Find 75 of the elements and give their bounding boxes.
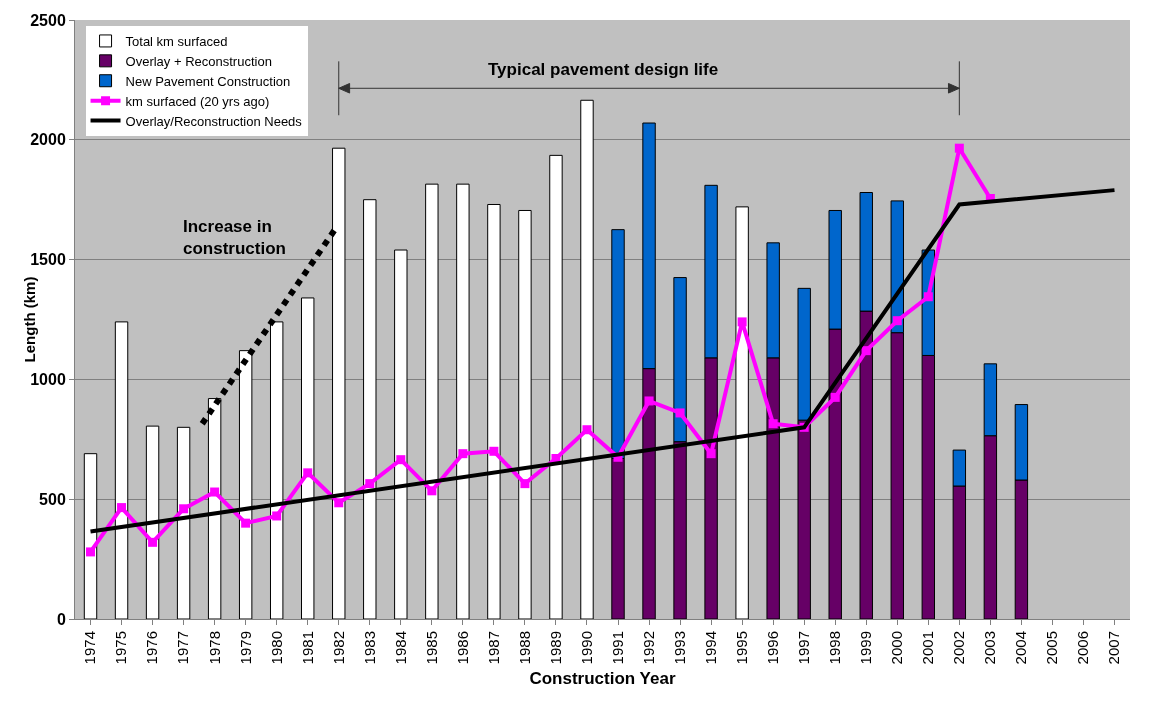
point: [86, 547, 96, 557]
point: [148, 537, 158, 547]
point: [241, 518, 251, 528]
x-tick-label: 1975: [112, 631, 130, 665]
x-tick-label: 1987: [484, 631, 502, 665]
annotation: Increase in construction: [183, 217, 286, 259]
point: [334, 498, 344, 508]
point: [892, 316, 902, 326]
y-tick-label: 2500: [30, 11, 66, 29]
point: [582, 425, 592, 435]
point: [923, 292, 933, 302]
point: [489, 446, 499, 456]
x-tick-label: 1974: [81, 631, 99, 665]
y-tick-label: 2000: [30, 131, 66, 149]
x-tick-label: 1980: [267, 631, 285, 665]
legend-label: New Pavement Construction: [125, 73, 291, 89]
x-tick-label: 1996: [764, 631, 782, 665]
x-tick-label: 1999: [857, 631, 875, 665]
x-tick-label: 1977: [174, 631, 192, 665]
point: [458, 449, 468, 459]
point: [861, 346, 871, 356]
annotation: Typical pavement design life: [488, 60, 719, 79]
x-tick-label: 1978: [205, 631, 223, 665]
x-tick-label: 2007: [1105, 631, 1123, 665]
point: [644, 396, 654, 406]
x-axis-title: Construction Year: [529, 668, 676, 688]
x-tick-label: 1981: [298, 631, 316, 665]
x-tick-label: 1994: [701, 631, 719, 665]
x-tick-label: 1979: [236, 631, 254, 665]
x-tick-label: 2003: [981, 631, 999, 665]
point: [365, 479, 375, 489]
point: [675, 408, 685, 418]
point: [768, 419, 778, 429]
x-tick-label: 1988: [515, 631, 533, 665]
y-tick-label: 1500: [30, 251, 66, 269]
y-tick-label: 0: [56, 610, 66, 628]
x-tick-label: 1990: [577, 631, 595, 665]
y-tick-label: 1000: [30, 371, 66, 388]
legend-label: Overlay/Reconstruction Needs: [125, 113, 303, 129]
x-tick-label: 1993: [670, 631, 688, 665]
x-tick-label: 1984: [391, 631, 409, 665]
point: [210, 487, 220, 497]
point: [954, 143, 964, 153]
point: [520, 479, 530, 489]
legend-label: Overlay + Reconstruction: [125, 53, 272, 69]
x-tick-label: 2001: [919, 631, 937, 665]
x-tick-label: 1997: [795, 631, 813, 665]
point: [396, 455, 406, 465]
x-tick-label: 2002: [950, 631, 968, 665]
point: [830, 392, 840, 402]
x-tick-label: 1986: [453, 631, 471, 665]
point: [737, 317, 747, 327]
x-tick-label: 2000: [888, 631, 906, 665]
point: [179, 504, 189, 514]
x-tick-label: 2005: [1043, 631, 1061, 665]
legend-label: km surfaced (20 yrs ago): [125, 93, 270, 109]
point: [706, 449, 716, 459]
x-tick-label: 1985: [422, 631, 440, 665]
point: [427, 486, 437, 496]
x-tick-label: 1998: [826, 631, 844, 665]
x-tick-label: 1995: [733, 631, 751, 665]
x-tick-label: 1989: [546, 631, 564, 665]
point: [117, 503, 127, 513]
point: [272, 511, 282, 521]
legend-label: Total km surfaced: [125, 34, 228, 50]
y-tick-label: 500: [39, 490, 66, 508]
x-tick-label: 1992: [639, 631, 657, 665]
x-tick-label: 2006: [1074, 631, 1092, 665]
y-axis-title: Length (km): [21, 276, 38, 363]
x-tick-label: 1991: [608, 631, 626, 665]
x-tick-label: 1976: [143, 631, 161, 665]
point: [303, 468, 313, 478]
x-tick-label: 2004: [1012, 631, 1030, 665]
x-tick-label: 1982: [329, 631, 347, 665]
x-tick-label: 1983: [360, 631, 378, 665]
